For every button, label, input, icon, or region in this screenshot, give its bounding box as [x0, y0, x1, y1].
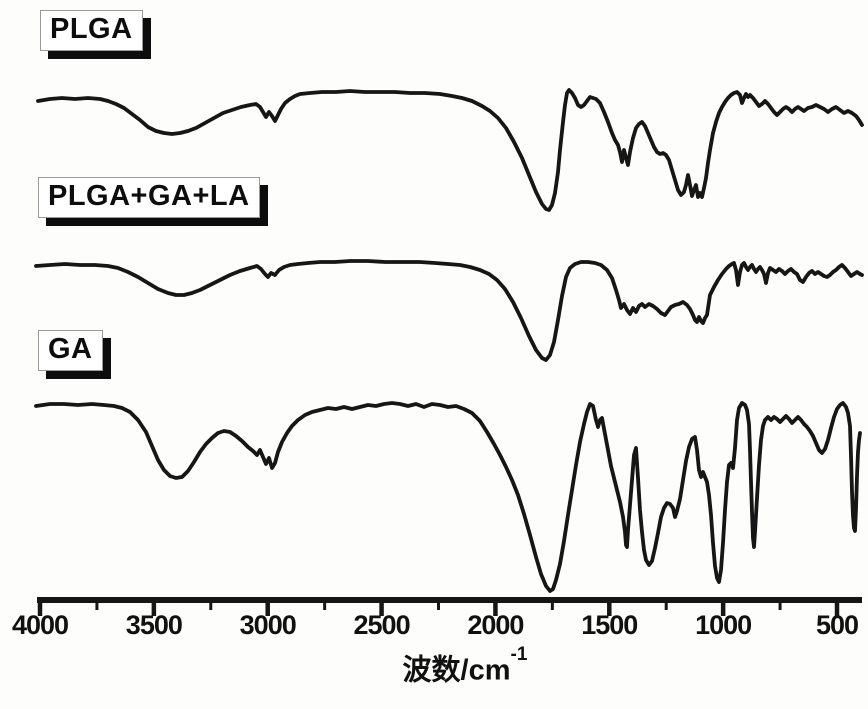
x-tick-label: 3000: [239, 610, 297, 640]
series-label-text: PLGA: [50, 13, 133, 45]
x-tick-label: 4000: [11, 610, 69, 640]
x-tick-label: 1500: [581, 610, 638, 640]
x-tick-label: 2500: [353, 610, 411, 640]
series-label-text: PLGA+GA+LA: [48, 180, 250, 212]
x-axis-title: 波数/cm-1: [402, 645, 528, 687]
spectrum-trace-PLGA: [36, 88, 864, 212]
spectrum-trace-GA: [34, 401, 862, 593]
series-label-box-GA: GA: [38, 330, 103, 372]
series-label-box-PLGA: PLGA: [40, 10, 143, 52]
x-tick-label: 3500: [125, 610, 183, 640]
series-label-box-PLGA+GA+LA: PLGA+GA+LA: [38, 177, 260, 219]
series-label-text: GA: [48, 333, 93, 365]
x-tick-label: 2000: [467, 610, 524, 640]
x-tick-label: 1000: [695, 610, 752, 640]
x-axis-title-text: 波数/cm: [402, 654, 511, 687]
x-tick-label: 500: [815, 610, 859, 640]
spectrum-trace-PLGA+GA+LA: [34, 259, 864, 362]
x-axis-title-superscript: -1: [510, 644, 528, 665]
